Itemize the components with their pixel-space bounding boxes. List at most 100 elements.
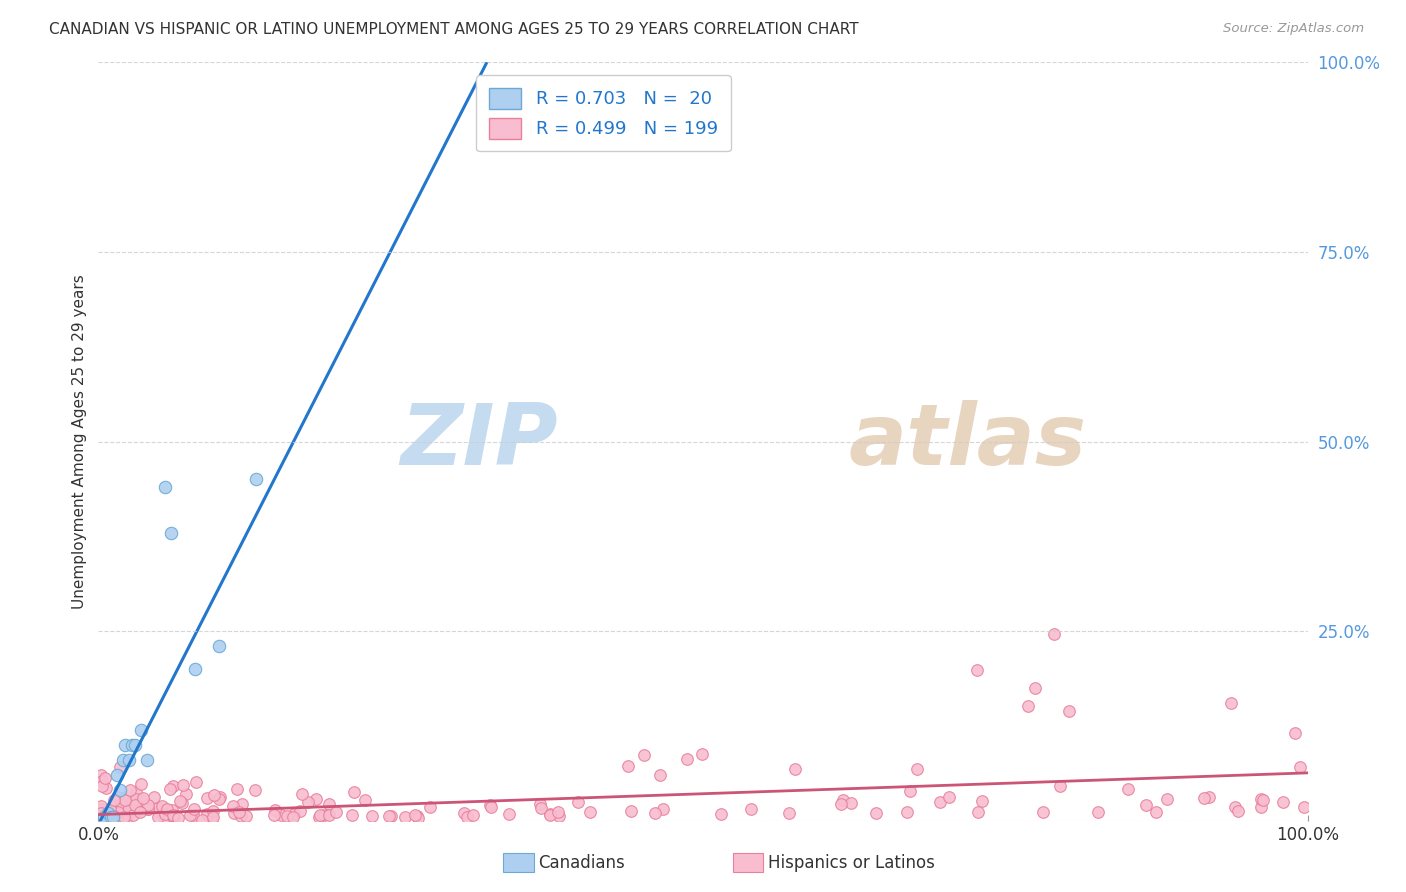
Point: [112, 810, 135, 824]
Point: [619, 804, 641, 818]
Text: atlas: atlas: [848, 400, 1087, 483]
Point: [195, 790, 218, 805]
Point: [121, 802, 143, 816]
Point: [841, 796, 863, 810]
Point: [740, 802, 762, 816]
Point: [125, 804, 148, 818]
Point: [98, 812, 121, 826]
Point: [107, 805, 129, 819]
Point: [93, 807, 115, 822]
Point: [967, 805, 990, 819]
Point: [380, 809, 402, 823]
Point: [117, 797, 139, 812]
Point: [103, 809, 125, 823]
Point: [105, 812, 128, 826]
Point: [938, 790, 960, 805]
Point: [463, 808, 485, 822]
Point: [110, 760, 132, 774]
Point: [150, 799, 173, 814]
Point: [276, 808, 298, 822]
Point: [353, 792, 375, 806]
Point: [228, 805, 250, 819]
Point: [104, 810, 127, 824]
Point: [1226, 804, 1249, 818]
Point: [195, 807, 218, 822]
Point: [538, 807, 561, 822]
Point: [479, 800, 502, 814]
Point: [105, 768, 128, 782]
Point: [1024, 681, 1046, 695]
Point: [288, 805, 311, 819]
Point: [896, 805, 918, 820]
Point: [1032, 805, 1054, 819]
Point: [1049, 779, 1071, 793]
Point: [179, 808, 201, 822]
Point: [928, 795, 950, 809]
Point: [100, 810, 122, 824]
Point: [361, 809, 384, 823]
Point: [1284, 726, 1306, 740]
Point: [97, 812, 120, 826]
Point: [125, 798, 148, 813]
Point: [118, 753, 141, 767]
Point: [162, 808, 184, 822]
Point: [208, 792, 231, 806]
Point: [1198, 789, 1220, 804]
Point: [648, 768, 671, 782]
Point: [378, 809, 401, 823]
Point: [101, 810, 124, 824]
Point: [394, 810, 416, 824]
Point: [114, 797, 136, 811]
Point: [163, 809, 186, 823]
Point: [966, 663, 988, 677]
Point: [226, 781, 249, 796]
Point: [124, 797, 146, 812]
Point: [209, 789, 232, 804]
Text: ZIP: ZIP: [401, 400, 558, 483]
Point: [172, 796, 194, 810]
Point: [93, 810, 115, 824]
Point: [710, 807, 733, 822]
Point: [132, 791, 155, 805]
Point: [96, 810, 118, 824]
Point: [101, 813, 124, 827]
Point: [406, 809, 429, 823]
Point: [120, 782, 142, 797]
Point: [318, 807, 340, 822]
Point: [90, 806, 112, 821]
Point: [548, 808, 571, 822]
Point: [162, 779, 184, 793]
Point: [481, 78, 503, 92]
Point: [153, 807, 176, 822]
Point: [128, 805, 150, 819]
Point: [129, 723, 152, 737]
Point: [1192, 791, 1215, 805]
Point: [131, 777, 153, 791]
Text: Hispanics or Latinos: Hispanics or Latinos: [768, 854, 935, 871]
Point: [318, 797, 340, 812]
Point: [778, 806, 800, 821]
Point: [91, 810, 114, 824]
Point: [305, 792, 328, 806]
Point: [453, 806, 475, 821]
Point: [121, 738, 143, 752]
Point: [90, 774, 112, 789]
Point: [90, 802, 112, 816]
Point: [224, 805, 246, 820]
Point: [160, 525, 183, 540]
Point: [89, 813, 111, 827]
Point: [117, 804, 139, 818]
Point: [90, 799, 112, 814]
Point: [231, 797, 253, 811]
Point: [1272, 795, 1295, 809]
Point: [146, 801, 169, 815]
Point: [107, 807, 129, 822]
Point: [111, 790, 134, 805]
Point: [108, 783, 131, 797]
Point: [155, 803, 177, 817]
Point: [191, 813, 214, 827]
Point: [283, 810, 305, 824]
Point: [235, 809, 257, 823]
Point: [112, 804, 135, 818]
Point: [1289, 759, 1312, 773]
